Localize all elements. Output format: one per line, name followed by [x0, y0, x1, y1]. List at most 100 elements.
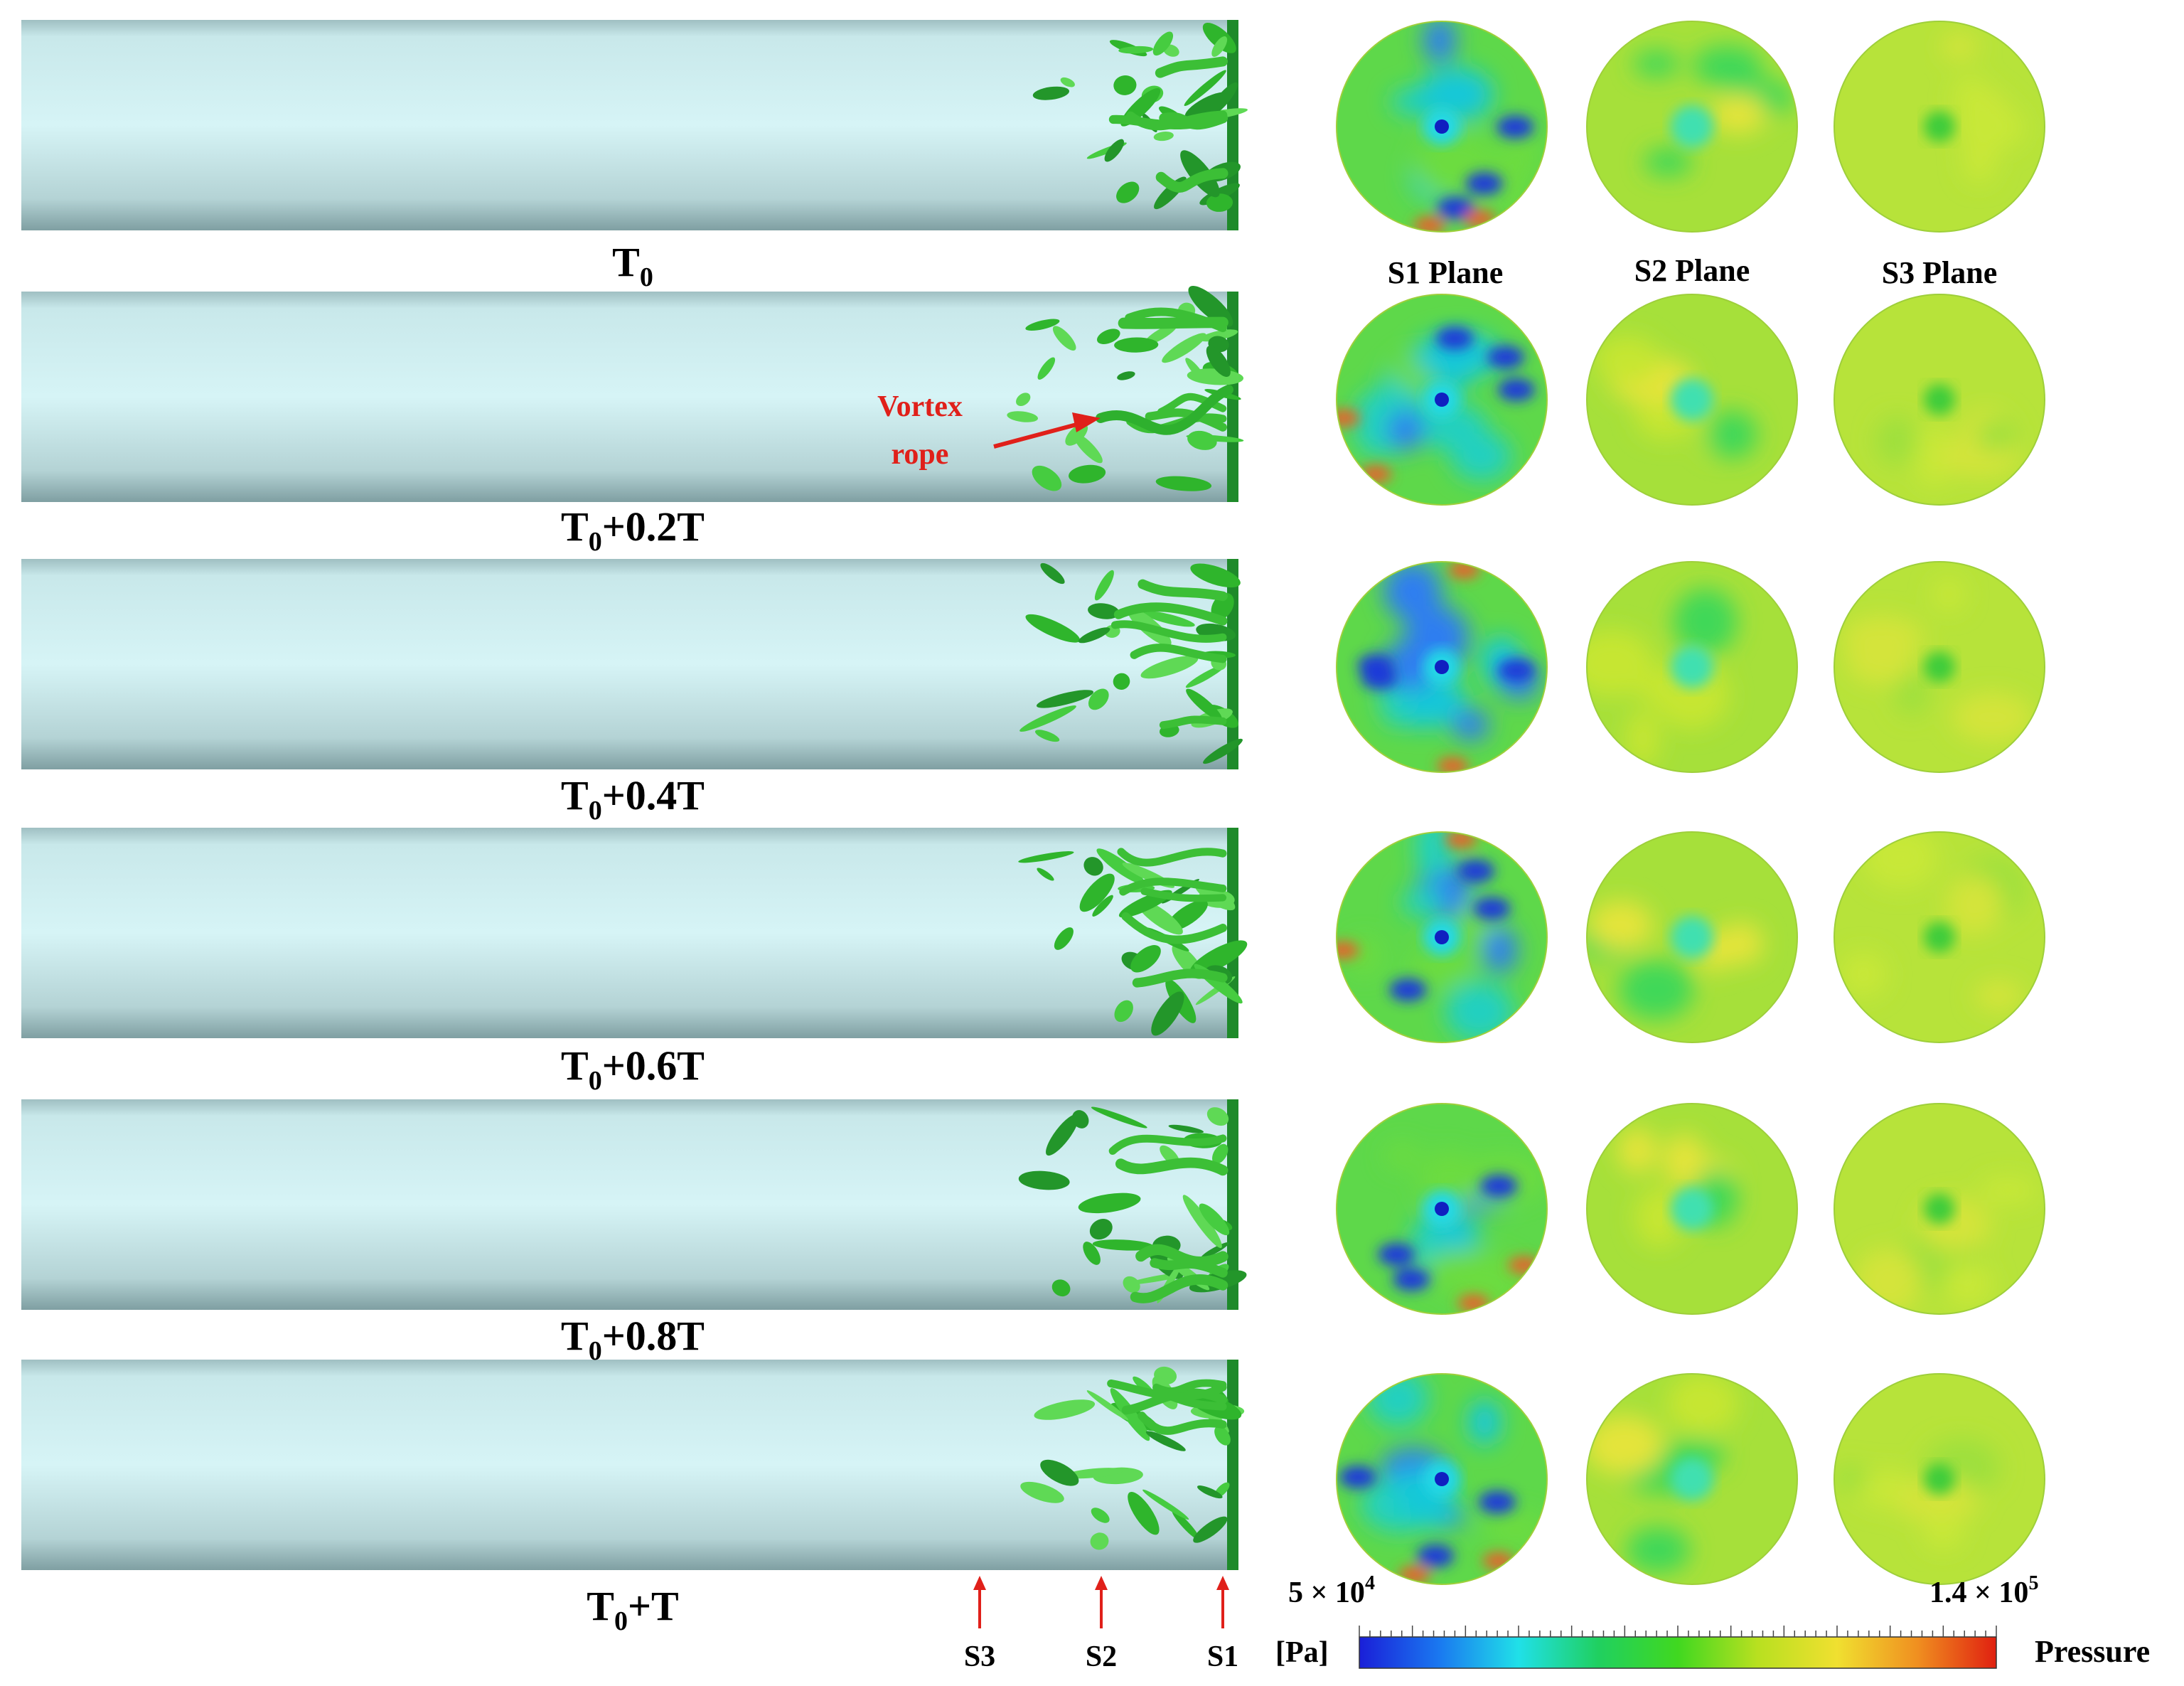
- disc-rim: [1336, 21, 1548, 233]
- vortex-blob: [1065, 423, 1088, 446]
- vortex-blob: [1091, 1508, 1110, 1523]
- vortex-blob: [1088, 603, 1120, 619]
- vortex-blob: [1114, 337, 1159, 353]
- vortex-rope-annotation: Vortex rope: [877, 390, 1101, 471]
- pressure-colorbar: 5 × 104 1.4 × 105 [Pa] Pressure: [1275, 1572, 2150, 1669]
- vortex-blob: [1185, 664, 1226, 688]
- vortex-blob: [1188, 286, 1233, 327]
- vortex-blob: [1110, 1388, 1150, 1441]
- vortex-blob: [1184, 70, 1226, 107]
- vortex-blob: [1019, 705, 1076, 732]
- vortex-blob: [1128, 1491, 1160, 1535]
- vortex-blob: [1054, 927, 1074, 950]
- vortex-blob: [1073, 433, 1103, 464]
- pressure-disc: [1337, 294, 1547, 505]
- vortex-blob: [1116, 181, 1140, 203]
- vortex-tendril: [1130, 644, 1227, 663]
- pipe-view: [21, 20, 1248, 230]
- vortex-blob: [1140, 656, 1199, 679]
- vortex-structures: [1032, 22, 1248, 212]
- vortex-blob: [1088, 688, 1109, 710]
- vortex-blob: [1211, 36, 1228, 57]
- vortex-blob: [1034, 730, 1060, 742]
- disc-rim: [1834, 1373, 2045, 1585]
- pipe-body: [21, 1099, 1237, 1310]
- vortex-blob: [1018, 1170, 1070, 1190]
- vortex-blob: [1040, 1459, 1079, 1486]
- vortex-core: [1924, 922, 1955, 953]
- vortex-blob: [1142, 611, 1195, 627]
- vortex-blob: [1117, 371, 1135, 380]
- vortex-blob: [1190, 563, 1241, 588]
- vortex-core-center: [1435, 660, 1449, 674]
- vortex-blob: [1092, 895, 1113, 917]
- pipe-body: [21, 1360, 1237, 1570]
- section-marker-s2: S2: [1086, 1576, 1117, 1673]
- vortex-blob: [1206, 1107, 1229, 1126]
- vortex-blob: [1052, 326, 1076, 351]
- vortex-structures: [1020, 1366, 1245, 1550]
- pressure-disc: [1587, 21, 1797, 232]
- vortex-blob: [1069, 464, 1106, 484]
- pressure-disc: [1587, 294, 1797, 505]
- vortex-blob: [1034, 1399, 1096, 1420]
- vortex-blob: [1193, 1516, 1228, 1543]
- vortex-blob: [1037, 868, 1054, 881]
- section-label-s2: S2: [1086, 1640, 1117, 1673]
- time-label: T0+0.8T: [561, 1313, 705, 1366]
- disc-rim: [1834, 831, 2045, 1043]
- vortex-core: [1671, 646, 1713, 688]
- vortex-blob: [1168, 1124, 1204, 1133]
- pipe-outlet-edge: [1227, 559, 1238, 769]
- vortex-blob: [1020, 1481, 1064, 1503]
- vortex-blob: [1211, 1143, 1228, 1164]
- pressure-disc: [1337, 562, 1547, 772]
- plane-headers: S1 Plane S2 Plane S3 Plane: [1388, 253, 1998, 290]
- disc-rim: [1336, 561, 1548, 773]
- vortex-blob: [1025, 319, 1060, 331]
- vortex-blob: [1207, 82, 1238, 117]
- pressure-disc: [1587, 1104, 1797, 1314]
- vortex-blob: [1172, 1510, 1200, 1540]
- vortex-blob: [1078, 627, 1110, 644]
- section-label-s3: S3: [964, 1640, 995, 1673]
- time-labels: T0 T0+0.2T T0+0.4T T0+0.6T T0+0.8T T0+T: [561, 239, 705, 1636]
- vortex-blob: [1096, 848, 1145, 885]
- pressure-disc: [1834, 832, 2045, 1042]
- vortex-blob: [1123, 1276, 1140, 1293]
- pressure-disc: [1587, 562, 1797, 772]
- vortex-structures: [1018, 1106, 1247, 1303]
- vortex-core-center: [1435, 1202, 1449, 1216]
- vortex-blob: [1182, 1195, 1222, 1249]
- pipe-view: [21, 828, 1248, 1038]
- vortex-blob: [1060, 77, 1075, 87]
- vortex-core: [1924, 384, 1955, 415]
- vortex-blob: [1145, 1431, 1186, 1451]
- vortex-blob: [1155, 476, 1212, 491]
- colorbar-max-label: 1.4 × 105: [1929, 1572, 2038, 1609]
- vortex-core: [1671, 916, 1713, 959]
- vortex-blob: [1090, 1532, 1109, 1550]
- vortex-blob: [1025, 614, 1081, 643]
- vortex-core: [1671, 1188, 1713, 1230]
- vortex-blob: [1046, 1114, 1079, 1156]
- vortex-blob: [1094, 570, 1114, 601]
- disc-rim: [1586, 294, 1798, 506]
- colorbar-quantity: Pressure: [2035, 1634, 2150, 1669]
- vortex-core-center: [1435, 930, 1449, 944]
- colorbar-ticks: [1359, 1626, 1997, 1637]
- disc-rim: [1586, 561, 1798, 773]
- vortex-blob: [1091, 1106, 1147, 1129]
- plane-header-s2: S2 Plane: [1634, 253, 1750, 288]
- vortex-blob: [1197, 1485, 1223, 1499]
- time-label: T0+0.4T: [561, 772, 705, 826]
- disc-rim: [1336, 294, 1548, 506]
- disc-rim: [1834, 294, 2045, 506]
- vortex-blob: [1078, 1193, 1141, 1214]
- vortex-tendril: [1108, 110, 1228, 130]
- vortex-blob: [1007, 411, 1039, 422]
- vortex-blob: [1186, 688, 1222, 721]
- pipe-view: [21, 286, 1244, 502]
- vortex-core: [1671, 105, 1713, 148]
